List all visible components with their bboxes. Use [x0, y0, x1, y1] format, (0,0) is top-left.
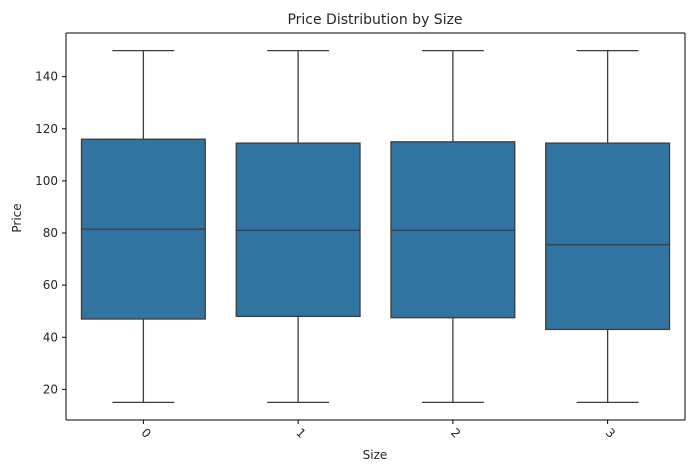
box-iqr	[390, 141, 516, 319]
x-tick-label: 0	[139, 426, 154, 441]
x-tick-label: 1	[293, 426, 308, 441]
y-tick-label: 140	[35, 70, 58, 84]
box-iqr	[545, 142, 671, 331]
chart-title: Price Distribution by Size	[287, 12, 462, 28]
y-tick-label: 40	[43, 330, 58, 344]
x-tick-label: 3	[603, 426, 618, 441]
plot-area: 20 40 60 80 100 120 140 0 1 2 3	[35, 32, 686, 441]
box-iqr	[235, 142, 361, 318]
y-tick-label: 100	[35, 174, 58, 188]
x-axis-label: Size	[363, 448, 388, 462]
y-tick-label: 60	[43, 278, 58, 292]
y-tick-label: 20	[43, 382, 58, 396]
y-tick-label: 80	[43, 226, 58, 240]
y-tick-label: 120	[35, 122, 58, 136]
x-tick-label: 2	[448, 426, 463, 441]
y-axis-label: Price	[10, 203, 24, 232]
